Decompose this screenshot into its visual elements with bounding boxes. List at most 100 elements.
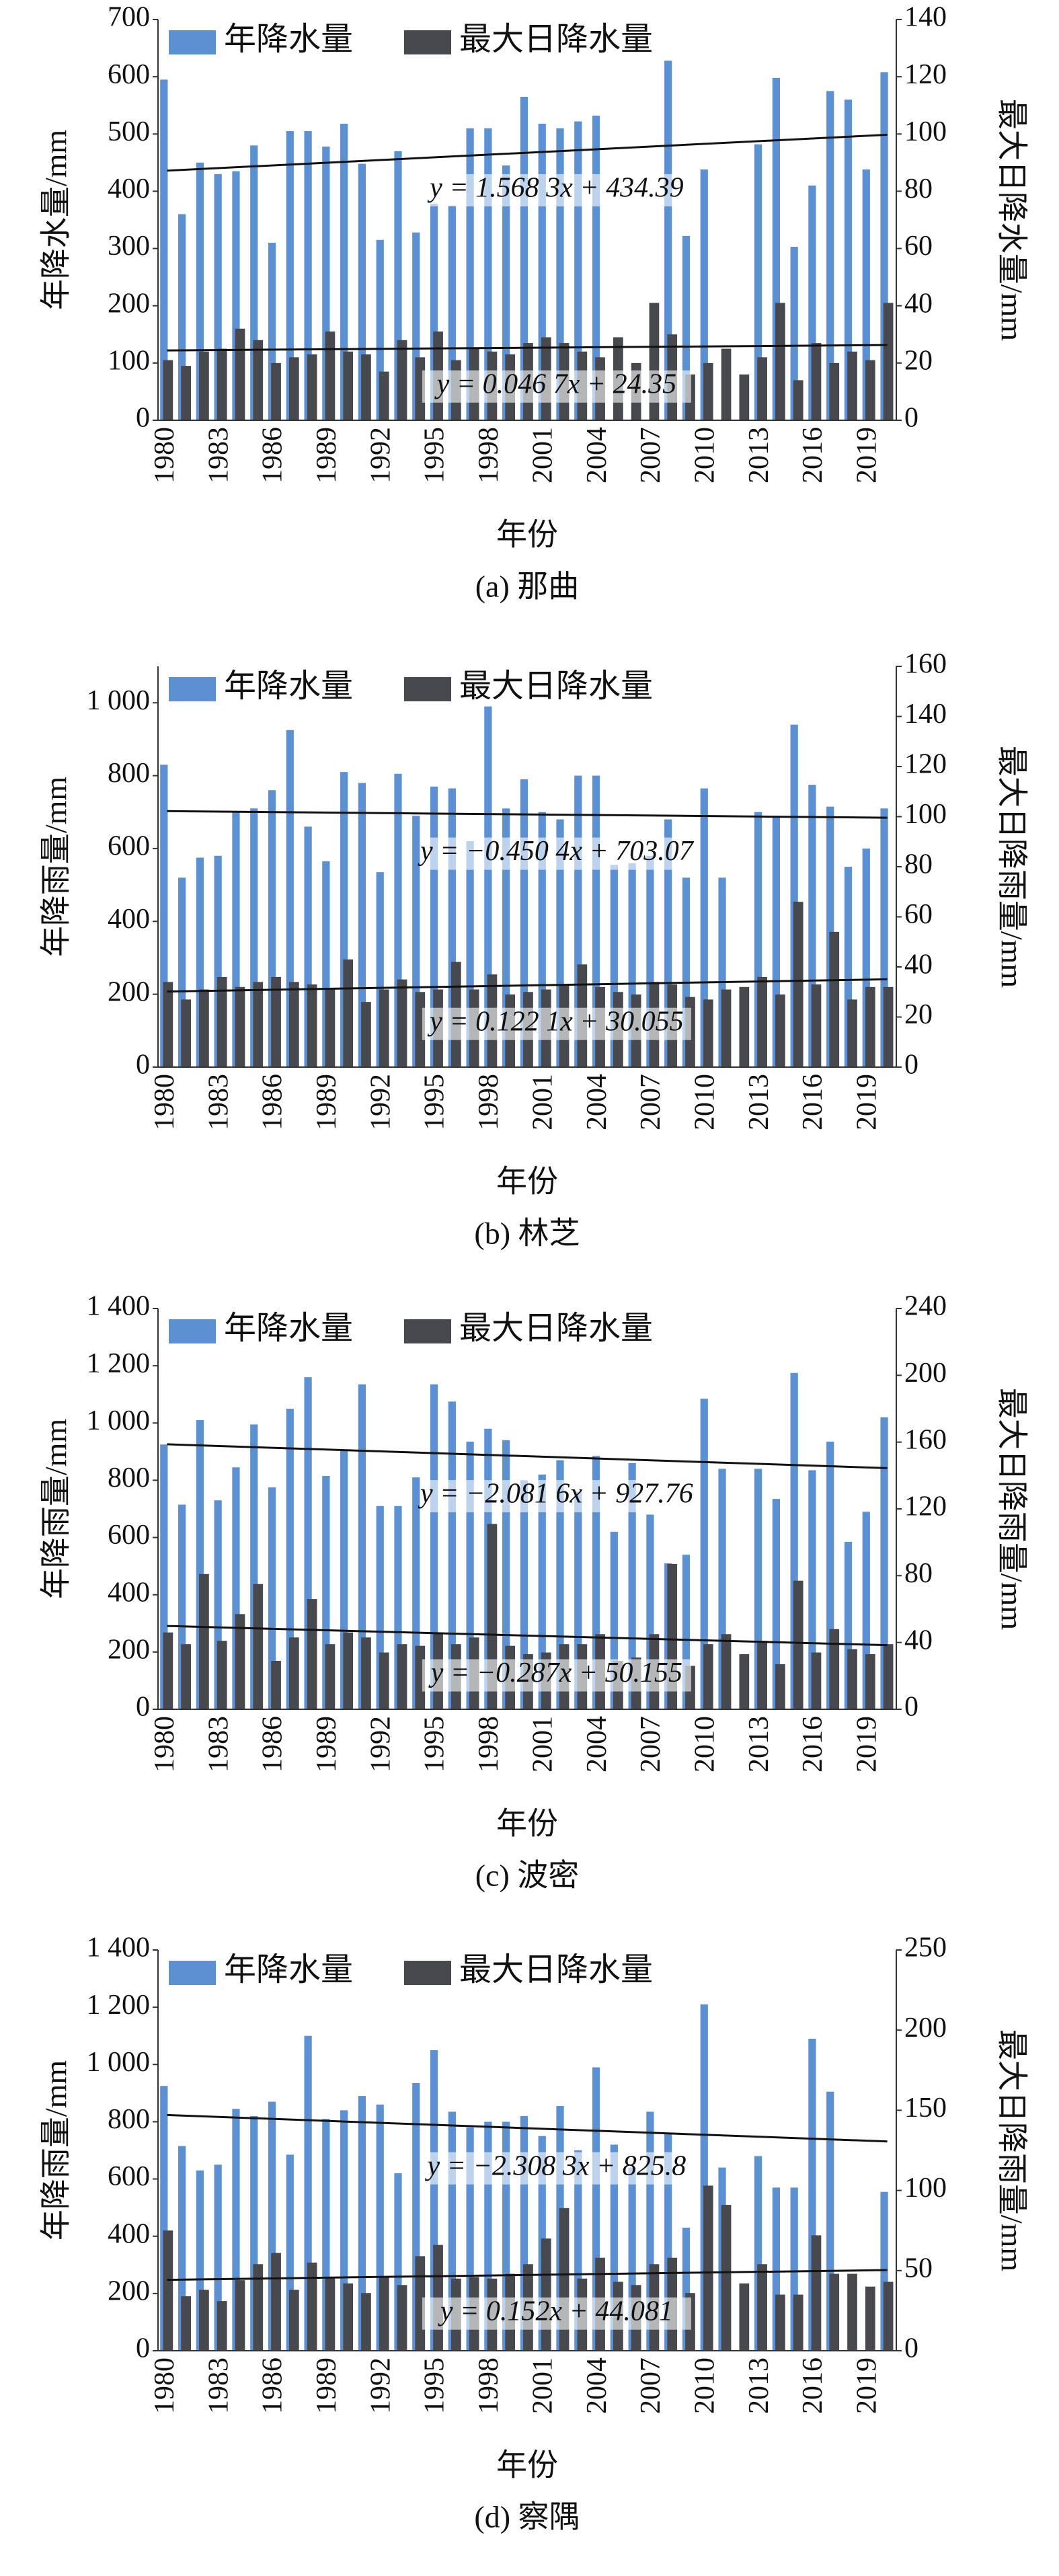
max-daily-bar	[757, 357, 767, 420]
max-daily-bar	[829, 362, 840, 420]
y2-tick-label: 140	[904, 699, 947, 730]
annual-bar	[376, 1506, 384, 1709]
y2-tick-label: 60	[904, 231, 933, 262]
annual-bar	[520, 1480, 528, 1709]
y2-tick-label: 50	[904, 2253, 933, 2284]
annual-bar	[808, 785, 816, 1067]
annual-bar	[790, 2187, 798, 2351]
max-daily-bar	[199, 1573, 209, 1709]
x-tick-label: 2019	[851, 1716, 882, 1772]
y-tick-label: 400	[108, 2218, 150, 2249]
x-tick-label: 1986	[258, 1074, 288, 1130]
max-daily-bar	[811, 2235, 822, 2351]
trend-line	[167, 810, 888, 819]
y-tick-label: 400	[108, 1577, 150, 1608]
x-tick-label: 1995	[420, 2357, 450, 2414]
annual-bar	[628, 1462, 636, 1709]
annual-bar	[250, 2115, 258, 2351]
x-tick-label: 2001	[527, 1716, 558, 1772]
annual-bar	[502, 1440, 510, 1709]
y2-tick-label: 150	[904, 2093, 947, 2123]
annual-bar	[538, 1474, 546, 1709]
max-daily-bar	[181, 2296, 192, 2351]
annual-bar	[610, 865, 618, 1067]
max-daily-bar	[847, 999, 857, 1067]
y2-tick-label: 120	[904, 749, 947, 780]
x-tick-label: 1998	[473, 427, 504, 483]
max-daily-bar	[163, 360, 173, 420]
max-daily-bar	[775, 2294, 785, 2351]
x-tick-label: 2007	[635, 2357, 666, 2414]
annual-bar	[358, 783, 366, 1067]
x-tick-label: 1998	[473, 2357, 504, 2414]
max-daily-bar	[703, 2185, 713, 2351]
max-daily-bar	[541, 2238, 551, 2351]
max-daily-bar	[793, 380, 803, 420]
max-daily-bar	[883, 1644, 894, 1709]
y2-tick-label: 80	[904, 849, 933, 880]
trend-equation: y = −0.450 4x + 703.07	[418, 836, 695, 867]
max-daily-bar	[343, 2283, 354, 2351]
annual-bar	[772, 2187, 780, 2351]
annual-bar	[448, 788, 456, 1067]
y-tick-label: 400	[108, 173, 150, 204]
x-tick-label: 2019	[851, 427, 882, 483]
annual-bar	[592, 2067, 600, 2351]
max-daily-bar	[235, 328, 245, 420]
annual-bar	[250, 1424, 258, 1709]
equation-bg	[422, 1480, 691, 1513]
annual-bar	[772, 1499, 780, 1709]
max-daily-bar	[865, 2286, 875, 2351]
annual-bar	[466, 2127, 474, 2351]
max-daily-bar	[811, 1652, 822, 1709]
annual-bar	[448, 205, 456, 420]
max-daily-bar	[217, 348, 227, 420]
annual-bar	[646, 2111, 654, 2351]
y2-tick-label: 0	[904, 2333, 918, 2364]
max-daily-bar	[288, 357, 299, 420]
max-daily-bar	[379, 1652, 389, 1709]
annual-bar	[754, 2156, 762, 2351]
annual-bar	[268, 243, 276, 420]
max-daily-bar	[397, 2285, 407, 2351]
max-daily-bar	[847, 1649, 857, 1709]
annual-bar	[682, 1555, 691, 1709]
annual-bar	[430, 2050, 438, 2351]
y-tick-label: 500	[108, 116, 150, 147]
annual-bar	[160, 79, 168, 421]
max-daily-bar	[163, 2230, 173, 2351]
x-tick-label: 1992	[365, 1074, 396, 1130]
annual-bar	[790, 247, 798, 420]
annual-bar	[322, 2119, 330, 2351]
annual-bar	[466, 128, 474, 420]
annual-bar	[178, 877, 186, 1067]
annual-bar	[304, 1377, 312, 1709]
max-daily-bar	[865, 360, 875, 420]
max-daily-bar	[847, 351, 857, 420]
max-daily-bar	[235, 986, 245, 1067]
x-tick-label: 2001	[527, 1074, 558, 1130]
annual-bar	[592, 116, 600, 421]
annual-bar	[412, 2082, 420, 2351]
annual-bar	[286, 1409, 294, 1709]
x-tick-label: 1980	[149, 2357, 180, 2414]
y-tick-label: 600	[108, 59, 150, 90]
annual-bar	[286, 2154, 294, 2351]
max-daily-bar	[253, 2264, 264, 2351]
legend-swatch	[169, 30, 216, 54]
max-daily-bar	[217, 1641, 227, 1709]
annual-bar	[790, 1372, 798, 1709]
x-tick-label: 2013	[744, 427, 775, 483]
annual-bar	[664, 2133, 672, 2351]
x-axis-title: 年份	[496, 1807, 558, 1841]
annual-bar	[520, 2115, 528, 2351]
max-daily-bar	[288, 2290, 299, 2351]
annual-bar	[592, 775, 600, 1067]
x-tick-label: 1989	[311, 1074, 342, 1130]
trend-line	[167, 2269, 888, 2281]
annual-bar	[754, 1469, 762, 1709]
annual-bar	[538, 123, 546, 420]
max-daily-bar	[163, 982, 173, 1067]
annual-bar	[502, 2121, 510, 2351]
x-tick-label: 1983	[203, 1716, 234, 1772]
